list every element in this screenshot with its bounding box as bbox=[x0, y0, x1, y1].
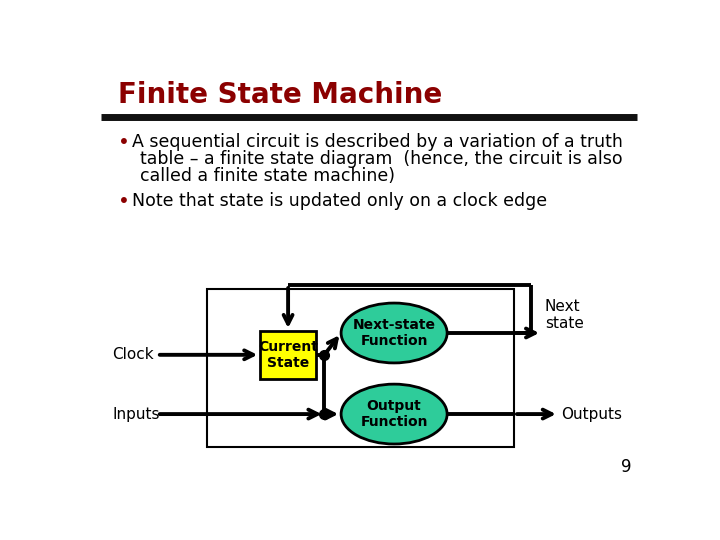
Text: Output
Function: Output Function bbox=[361, 399, 428, 429]
Text: Next-state
Function: Next-state Function bbox=[353, 318, 436, 348]
Text: Clock: Clock bbox=[112, 347, 154, 362]
Text: 9: 9 bbox=[621, 458, 631, 476]
Text: •: • bbox=[118, 192, 130, 211]
Text: Outputs: Outputs bbox=[562, 407, 623, 422]
Text: Finite State Machine: Finite State Machine bbox=[118, 82, 442, 110]
Bar bbox=[260, 331, 316, 379]
Text: A sequential circuit is described by a variation of a truth: A sequential circuit is described by a v… bbox=[132, 133, 623, 151]
Text: table – a finite state diagram  (hence, the circuit is also: table – a finite state diagram (hence, t… bbox=[140, 150, 623, 168]
Ellipse shape bbox=[341, 303, 447, 363]
Text: Inputs: Inputs bbox=[112, 407, 160, 422]
Bar bbox=[207, 289, 514, 447]
Text: •: • bbox=[118, 133, 130, 152]
Ellipse shape bbox=[341, 384, 447, 444]
Text: Next
state: Next state bbox=[545, 299, 584, 331]
Text: Note that state is updated only on a clock edge: Note that state is updated only on a clo… bbox=[132, 192, 547, 210]
Text: Current
State: Current State bbox=[258, 340, 318, 370]
Text: called a finite state machine): called a finite state machine) bbox=[140, 167, 395, 185]
